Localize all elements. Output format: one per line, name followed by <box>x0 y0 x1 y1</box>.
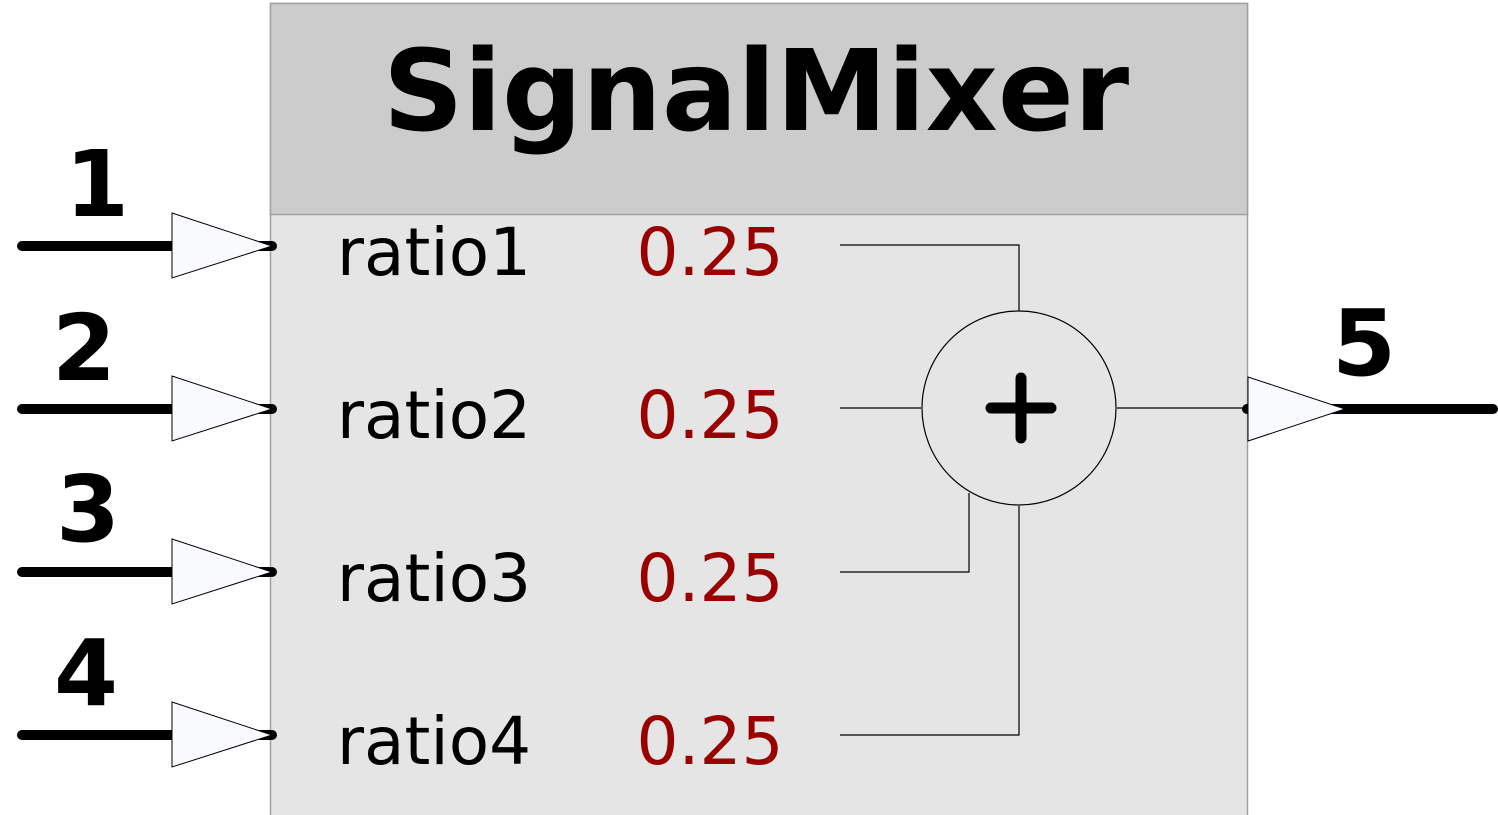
sum-circle-icon <box>921 310 1117 506</box>
wire-ratio1 <box>840 244 1020 311</box>
input-port-1[interactable]: 1 <box>17 131 277 279</box>
pin-number: 5 <box>1332 290 1396 397</box>
triangle-arrow-icon <box>171 701 274 768</box>
input-port-3[interactable]: 3 <box>17 456 277 605</box>
pin-number: 1 <box>65 131 129 238</box>
block-header <box>269 2 1249 216</box>
param-value-ratio3[interactable]: 0.25 <box>637 540 784 617</box>
param-label-ratio1: ratio1 <box>337 214 531 291</box>
pin-number: 2 <box>52 295 116 402</box>
triangle-arrow-icon <box>171 538 274 605</box>
wire-ratio3 <box>840 493 970 573</box>
param-label-ratio3: ratio3 <box>337 540 531 617</box>
pin-number: 4 <box>54 620 118 727</box>
input-port-2[interactable]: 2 <box>17 295 277 442</box>
block-title: SignalMixer <box>383 27 1129 157</box>
param-label-ratio2: ratio2 <box>337 377 531 454</box>
param-value-ratio4[interactable]: 0.25 <box>637 703 784 780</box>
wire-ratio4 <box>840 506 1020 736</box>
input-port-4[interactable]: 4 <box>17 620 277 768</box>
param-label-ratio4: ratio4 <box>337 703 531 780</box>
triangle-arrow-icon <box>171 375 274 442</box>
param-value-ratio2[interactable]: 0.25 <box>637 377 784 454</box>
triangle-arrow-icon <box>1247 376 1347 442</box>
internal-wiring <box>840 244 1247 736</box>
param-value-ratio1[interactable]: 0.25 <box>637 214 784 291</box>
pin-number: 3 <box>56 456 120 563</box>
output-port-5[interactable]: 5 <box>1242 290 1498 442</box>
triangle-arrow-icon <box>171 212 274 279</box>
